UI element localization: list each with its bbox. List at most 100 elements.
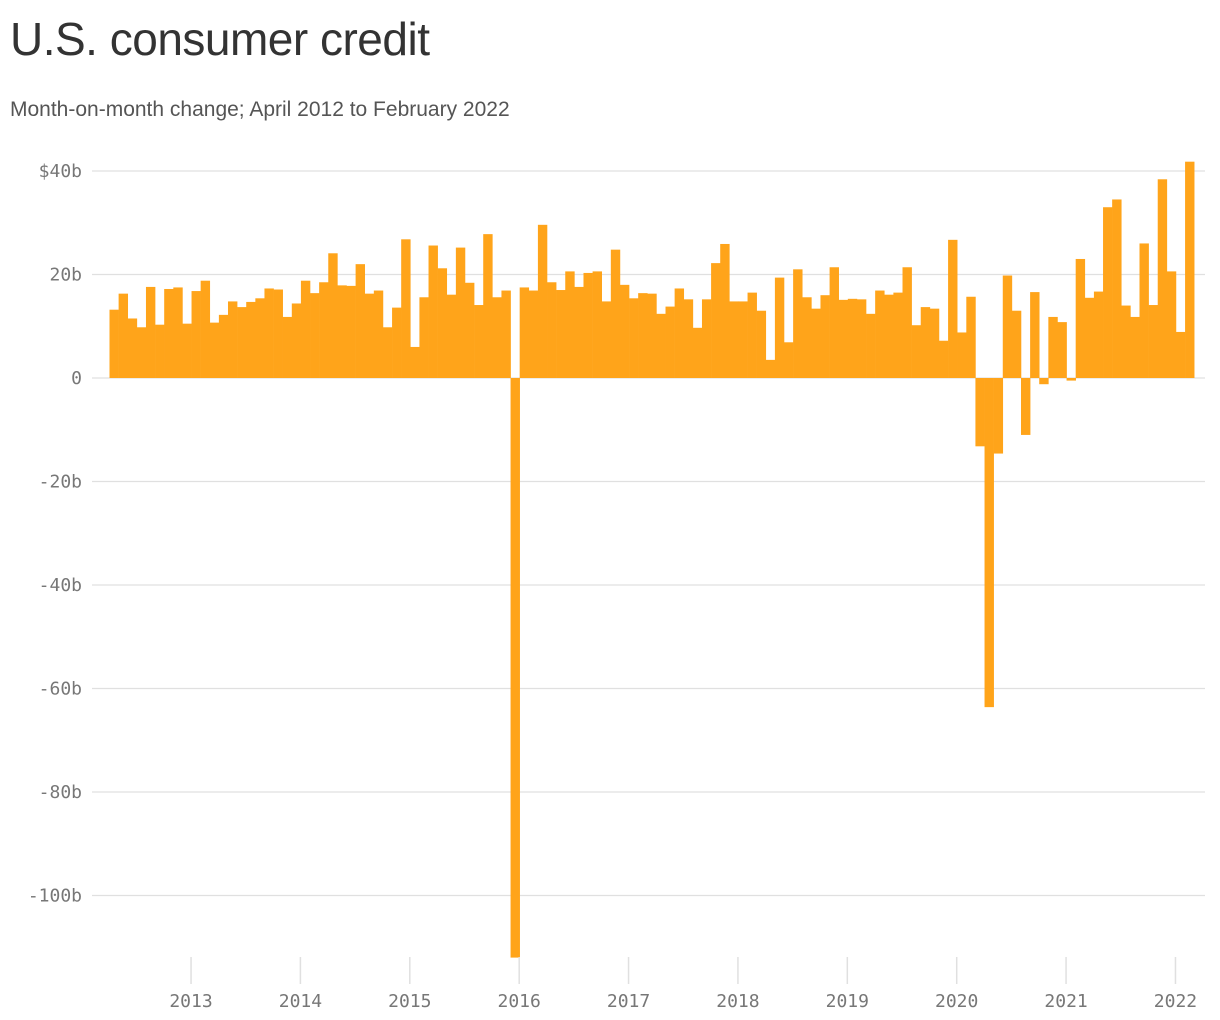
bar	[574, 286, 584, 378]
x-tick-label: 2014	[279, 991, 322, 1012]
bar	[209, 322, 220, 378]
bar	[692, 327, 703, 378]
bar	[829, 267, 839, 378]
y-tick-label: -40b	[39, 575, 82, 596]
bar	[446, 294, 457, 378]
bar	[346, 285, 356, 378]
bar	[1002, 275, 1013, 378]
bar	[428, 245, 438, 378]
bar	[337, 285, 347, 378]
y-tick-label: -20b	[39, 472, 82, 493]
bar	[255, 298, 265, 378]
x-tick-label: 2015	[388, 991, 431, 1012]
y-tick-label: 0	[71, 368, 82, 389]
bar	[373, 290, 384, 378]
bar	[474, 305, 484, 378]
y-tick-label: $40b	[39, 161, 82, 182]
x-tick-label: 2020	[935, 991, 978, 1012]
x-tick-label: 2017	[607, 991, 650, 1012]
bar	[483, 234, 493, 378]
bar	[802, 297, 812, 378]
x-tick-label: 2018	[716, 991, 759, 1012]
bar	[701, 299, 712, 378]
bar	[310, 293, 320, 378]
bar	[592, 271, 602, 378]
bar	[629, 298, 639, 378]
bar	[173, 287, 183, 378]
bar	[273, 289, 283, 378]
bar	[218, 314, 229, 378]
bar	[319, 282, 329, 378]
bar	[300, 280, 311, 378]
bar	[1166, 271, 1177, 378]
bar	[1093, 291, 1104, 378]
bar	[656, 313, 666, 378]
bar	[191, 291, 201, 378]
bar	[920, 307, 931, 378]
bar	[1039, 378, 1049, 385]
bar	[109, 309, 119, 378]
bar	[155, 324, 165, 378]
bar	[765, 359, 776, 378]
bar	[410, 346, 420, 378]
bar	[437, 268, 448, 378]
bar	[966, 296, 976, 378]
bar	[738, 301, 748, 378]
bar	[929, 308, 940, 378]
bar	[711, 263, 721, 378]
bar	[902, 267, 912, 378]
bar	[200, 280, 211, 378]
bar	[774, 277, 785, 378]
bar	[993, 378, 1004, 454]
bar	[237, 307, 247, 378]
bar	[957, 332, 967, 378]
bar	[1030, 292, 1040, 378]
bar	[392, 307, 402, 378]
bar	[674, 288, 685, 378]
bar	[820, 295, 830, 378]
bar	[1139, 243, 1149, 378]
bar	[492, 297, 502, 378]
bar	[984, 378, 994, 708]
bar	[227, 301, 238, 378]
bar	[683, 299, 694, 378]
bar	[838, 299, 849, 378]
bar	[847, 298, 858, 378]
bar	[1011, 310, 1022, 378]
y-tick-label: -100b	[28, 886, 82, 907]
bar	[419, 297, 429, 378]
bar	[355, 264, 366, 378]
x-axis: 2013 2014 2015 2016 2017 2018 2019 2020 2021 2022	[169, 957, 1197, 1012]
y-axis: $40b 20b 0 -20b -40b -60b -80b -100b	[28, 161, 82, 907]
bar	[893, 292, 903, 378]
bar	[382, 327, 393, 378]
bar	[291, 303, 302, 378]
bar	[911, 325, 922, 378]
bar	[164, 288, 174, 378]
bar	[264, 288, 274, 378]
bar	[610, 249, 621, 378]
bar	[665, 306, 675, 378]
bar	[975, 378, 985, 447]
bar	[747, 292, 757, 378]
bar	[328, 253, 338, 378]
bar	[1103, 207, 1113, 378]
chart-title: U.S. consumer credit	[10, 13, 430, 65]
bar	[1185, 161, 1195, 378]
bar	[638, 293, 648, 378]
bar	[547, 282, 557, 378]
chart-subtitle: Month-on-month change; April 2012 to Feb…	[10, 98, 510, 121]
bar	[811, 308, 821, 378]
bar	[127, 318, 138, 378]
bar	[510, 378, 520, 958]
bar	[720, 243, 730, 378]
y-tick-label: -60b	[39, 679, 82, 700]
bar	[1157, 179, 1168, 378]
bar	[601, 301, 612, 378]
bar	[401, 239, 411, 378]
bar	[793, 269, 803, 378]
bar	[118, 293, 129, 378]
y-tick-label: -80b	[39, 782, 82, 803]
bar	[145, 286, 156, 378]
